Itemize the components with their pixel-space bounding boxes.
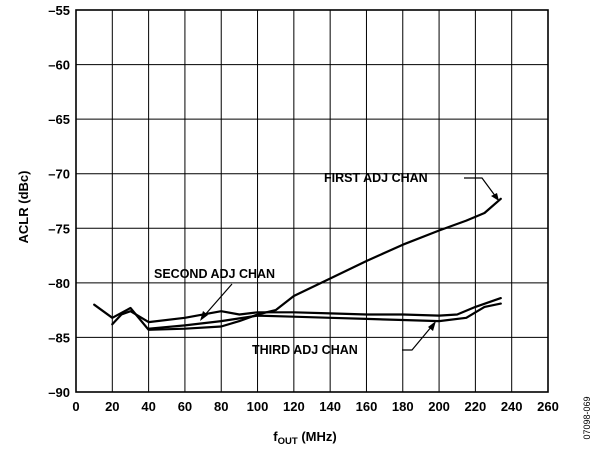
- y-tick-label: –55: [48, 3, 70, 18]
- y-tick-label: –85: [48, 330, 70, 345]
- x-tick-label: 20: [105, 399, 119, 414]
- y-tick-label: –65: [48, 112, 70, 127]
- x-tick-label: 260: [537, 399, 559, 414]
- annotation-second-adj-chan-leader: [203, 283, 233, 317]
- y-tick-label: –60: [48, 58, 70, 73]
- annotation-first-adj-chan-leader: [464, 177, 497, 198]
- x-tick-label: 40: [141, 399, 155, 414]
- x-tick-label: 180: [392, 399, 414, 414]
- y-axis-title: ACLR (dBc): [16, 171, 31, 244]
- y-tick-label: –90: [48, 385, 70, 400]
- annotation-second-adj-chan-arrowhead: [200, 311, 208, 321]
- x-axis-title-units: (MHz): [298, 429, 337, 444]
- x-tick-label: 120: [283, 399, 305, 414]
- series-line-2: [111, 297, 502, 326]
- x-tick-label: 0: [72, 399, 79, 414]
- x-tick-label: 200: [428, 399, 450, 414]
- annotation-third-adj-chan-leader: [402, 325, 433, 351]
- x-axis-title-main: f: [273, 429, 278, 444]
- x-tick-label: 60: [178, 399, 192, 414]
- y-tick-label: –75: [48, 221, 70, 236]
- grid-lines: [76, 10, 548, 392]
- x-tick-label: 160: [356, 399, 378, 414]
- x-tick-label: 140: [319, 399, 341, 414]
- annotation-second-adj-chan: SECOND ADJ CHAN: [154, 267, 275, 281]
- x-axis-title-subscript: OUT: [278, 436, 298, 447]
- figure-id: 07098-069: [582, 396, 592, 439]
- annotation-first-adj-chan: FIRST ADJ CHAN: [324, 171, 428, 185]
- series-lines: [93, 197, 502, 331]
- series-line-3: [147, 302, 502, 330]
- x-axis-title: fOUT (MHz): [273, 429, 336, 447]
- y-tick-label: –70: [48, 167, 70, 182]
- x-tick-label: 100: [247, 399, 269, 414]
- x-tick-label: 220: [465, 399, 487, 414]
- x-axis-ticks: 0 20 40 60 80 100 120 140 160 180 200 220 240 260: [72, 399, 558, 414]
- plot-frame: [75, 9, 549, 393]
- annotation-third-adj-chan: THIRD ADJ CHAN: [252, 343, 358, 357]
- x-tick-label: 240: [501, 399, 523, 414]
- y-axis-ticks: –55 –60 –65 –70 –75 –80 –85 –90: [48, 3, 70, 400]
- annotation-first-adj-chan-arrowhead: [491, 193, 499, 201]
- x-tick-label: 80: [214, 399, 228, 414]
- series-line-1: [93, 197, 502, 331]
- annotation-third-adj-chan-arrowhead: [428, 321, 436, 331]
- y-tick-label: –80: [48, 276, 70, 291]
